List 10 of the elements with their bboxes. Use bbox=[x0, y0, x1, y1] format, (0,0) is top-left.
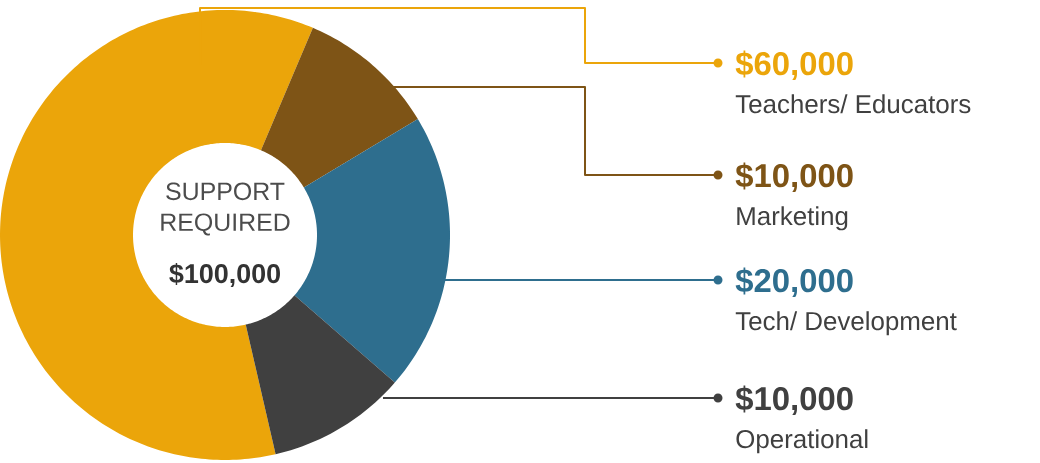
data-label: $10,000 bbox=[735, 162, 853, 193]
text: $100,000 bbox=[169, 262, 280, 288]
legend-label: Tech/ Development bbox=[735, 311, 957, 336]
data-label: $60,000 bbox=[735, 50, 853, 81]
legend-label: Teachers/ Educators bbox=[735, 94, 971, 114]
legend-label: Marketing bbox=[737, 206, 848, 231]
data-label: $20,000 bbox=[735, 267, 853, 298]
data-label: $10,000 bbox=[735, 385, 853, 416]
legend-label: Operational bbox=[736, 429, 868, 454]
text: SUPPORT REQUIRED bbox=[161, 182, 290, 236]
